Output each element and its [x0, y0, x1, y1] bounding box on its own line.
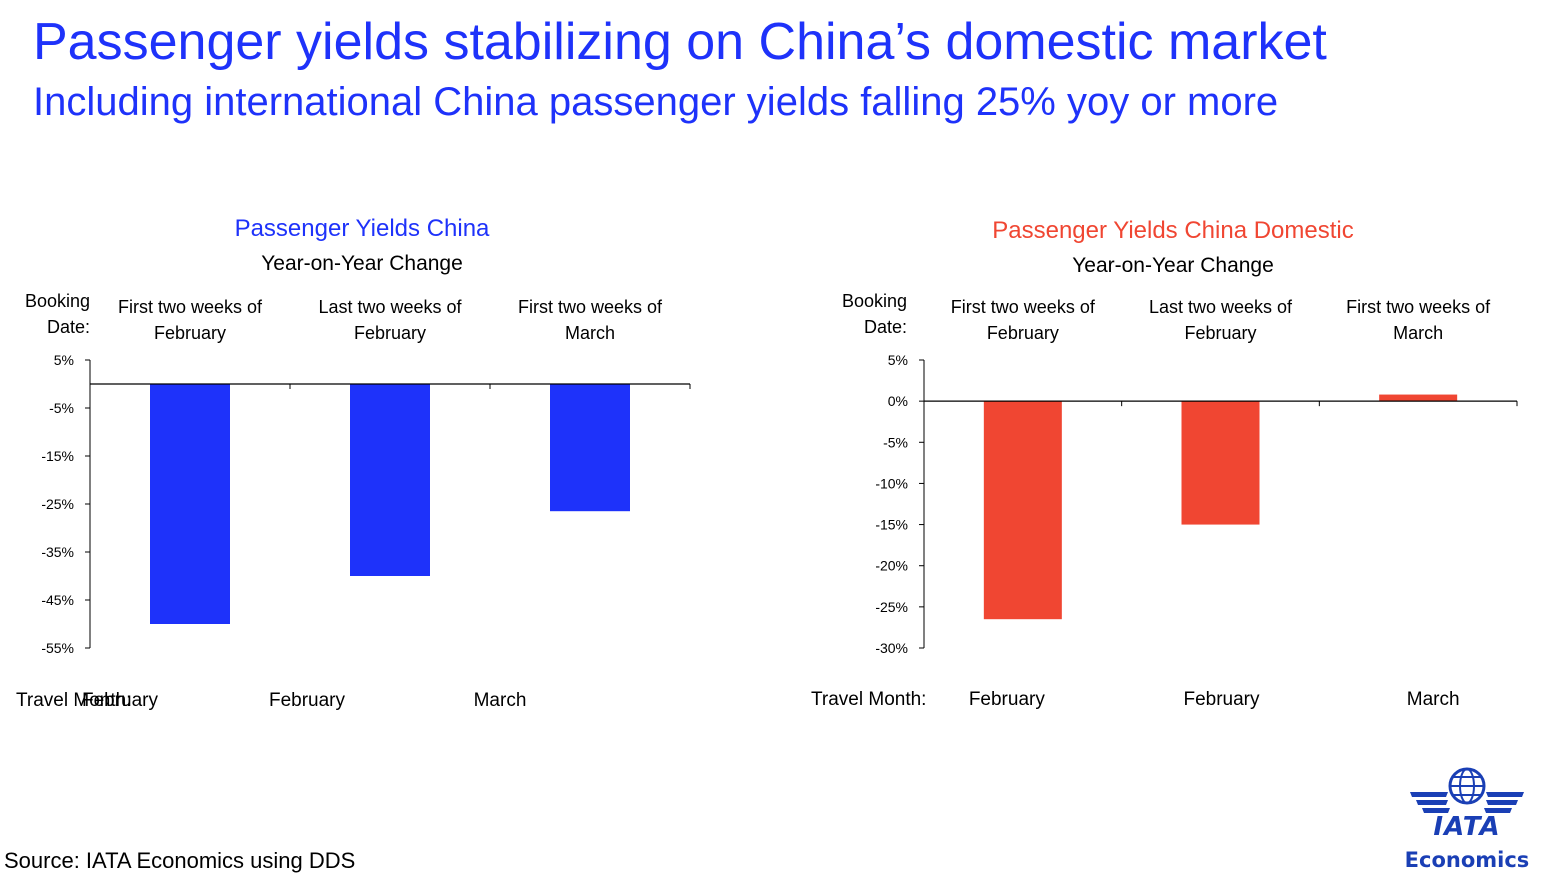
y-tick-label: -15% [41, 448, 74, 464]
y-tick-label: -45% [41, 592, 74, 608]
travel-month-value: March [474, 690, 527, 711]
chart-title: Passenger Yields China [235, 215, 490, 242]
category-label: Last two weeks of [318, 297, 462, 317]
category-label: February [987, 323, 1059, 343]
y-tick-label: -20% [875, 558, 908, 574]
bar [550, 384, 630, 512]
category-label: Last two weeks of [1149, 297, 1293, 317]
globe-wings-icon [1410, 767, 1524, 813]
y-tick-label: -15% [875, 517, 908, 533]
y-tick-label: -30% [875, 640, 908, 656]
y-tick-label: -10% [875, 475, 908, 491]
category-label: First two weeks of [118, 297, 263, 317]
bar [1181, 401, 1260, 525]
bar [1379, 394, 1458, 402]
category-label: February [154, 323, 226, 343]
category-label: February [354, 323, 426, 343]
y-tick-label: -55% [41, 640, 74, 656]
y-tick-label: -35% [41, 544, 74, 560]
y-tick-label: 5% [54, 352, 74, 368]
booking-date-label: Booking [25, 291, 90, 311]
chart-china-domestic-svg: Passenger Yields China Domestic Year-on-Y… [811, 217, 1518, 710]
chart-panel-china: Passenger Yields China Year-on-Year Chang… [0, 200, 720, 720]
category-label: March [565, 323, 615, 343]
chart-subtitle: Year-on-Year Change [261, 252, 463, 275]
booking-date-label: Booking [842, 291, 907, 311]
bar [983, 401, 1062, 620]
y-tick-label: -5% [883, 434, 908, 450]
booking-date-label: Date: [864, 317, 907, 337]
travel-month-label: Travel Month: [811, 689, 926, 710]
chart-subtitle: Year-on-Year Change [1072, 254, 1274, 277]
y-tick-label: -25% [41, 496, 74, 512]
logo-text: IATA [1433, 812, 1501, 842]
category-label: First two weeks of [1346, 297, 1491, 317]
source-note: Source: IATA Economics using DDS [4, 848, 356, 873]
category-label: February [1184, 323, 1256, 343]
travel-month-value: March [1407, 689, 1460, 710]
page-title: Passenger yields stabilizing on China’s … [33, 13, 1327, 71]
chart-title: Passenger Yields China Domestic [992, 217, 1354, 244]
travel-month-value: February [82, 690, 159, 711]
chart-china-svg: Passenger Yields China Year-on-Year Chang… [16, 215, 691, 711]
y-tick-label: -5% [49, 400, 74, 416]
bar [150, 384, 230, 624]
booking-date-label: Date: [47, 317, 90, 337]
category-label: First two weeks of [951, 297, 1096, 317]
page-subtitle: Including international China passenger … [33, 80, 1279, 124]
y-tick-label: 0% [888, 393, 908, 409]
category-label: First two weeks of [518, 297, 663, 317]
y-tick-label: -25% [875, 599, 908, 615]
travel-month-label: Travel Month: [16, 690, 131, 711]
category-label: March [1393, 323, 1443, 343]
y-tick-label: 5% [888, 352, 908, 368]
chart-panel-china-domestic: Passenger Yields China Domestic Year-on-Y… [790, 200, 1550, 720]
bar [350, 384, 430, 576]
travel-month-value: February [1183, 689, 1260, 710]
travel-month-value: February [269, 690, 346, 711]
logo-subtext: Economics [1404, 848, 1530, 872]
iata-economics-logo: IATA Economics [1392, 762, 1542, 880]
travel-month-value: February [969, 689, 1046, 710]
